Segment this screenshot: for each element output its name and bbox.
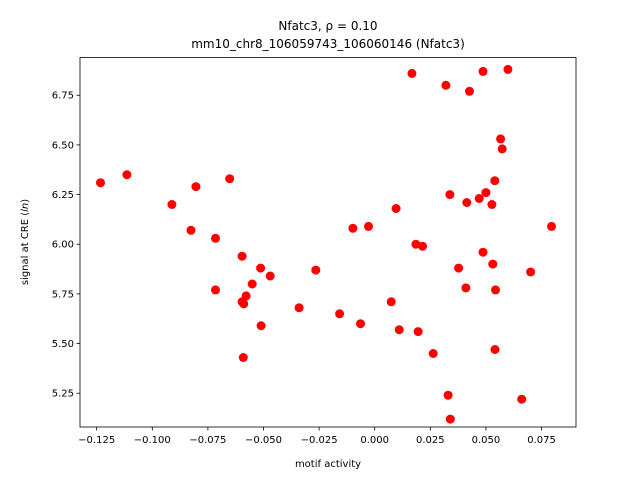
- x-tick-label-8: 0.075: [527, 435, 556, 446]
- x-tick-label-4: −0.025: [301, 435, 338, 446]
- data-point-46: [491, 285, 500, 295]
- data-point-19: [335, 309, 345, 319]
- data-point-6: [211, 285, 220, 295]
- x-tick-label-7: 0.050: [472, 435, 501, 446]
- data-point-43: [487, 200, 497, 209]
- y-axis-label-end: ): [20, 199, 31, 203]
- data-point-37: [462, 198, 472, 207]
- x-tick-label-0: −0.125: [78, 435, 115, 446]
- data-point-3: [191, 182, 201, 192]
- data-point-7: [225, 174, 235, 184]
- data-point-44: [488, 259, 498, 269]
- data-point-52: [526, 267, 536, 277]
- data-point-48: [496, 134, 506, 144]
- y-tick-label-5: 6.50: [52, 140, 74, 151]
- chart-title-line1: Nfatc3, ρ = 0.10: [278, 19, 377, 33]
- data-point-35: [454, 263, 464, 273]
- data-point-47: [490, 345, 500, 354]
- y-axis-label-italic: ln: [20, 203, 31, 212]
- data-point-10: [239, 299, 249, 309]
- data-point-42: [481, 188, 491, 198]
- y-tick-label-1: 5.50: [52, 339, 74, 350]
- y-tick-label-6: 6.75: [52, 91, 74, 102]
- data-point-26: [407, 68, 417, 78]
- y-tick-label-0: 5.25: [52, 389, 74, 400]
- data-point-53: [547, 221, 556, 231]
- data-point-30: [428, 349, 438, 358]
- data-point-18: [311, 265, 321, 275]
- x-axis-ticks: −0.125 −0.100 −0.075 −0.050 −0.025 0.000 0.025…: [78, 427, 556, 446]
- data-point-31: [441, 80, 451, 90]
- plot-frame: [79, 57, 577, 428]
- data-point-15: [256, 321, 266, 331]
- x-tick-label-2: −0.075: [189, 435, 226, 446]
- data-point-36: [461, 283, 471, 293]
- data-point-32: [443, 390, 453, 400]
- data-point-29: [418, 241, 427, 251]
- data-point-8: [237, 251, 247, 261]
- x-tick-label-6: 0.025: [416, 435, 445, 446]
- data-point-13: [256, 263, 266, 273]
- y-axis-ticks: 5.25 5.50 5.75 6.00 6.25 6.50 6.75: [52, 91, 80, 400]
- data-point-39: [474, 194, 484, 203]
- data-point-25: [394, 325, 404, 335]
- y-tick-label-3: 6.00: [52, 240, 74, 251]
- data-point-51: [517, 394, 527, 404]
- data-point-24: [391, 204, 401, 213]
- data-point-41: [478, 247, 488, 257]
- data-point-21: [356, 319, 365, 329]
- data-point-22: [364, 221, 373, 231]
- data-point-0: [96, 178, 105, 188]
- data-point-38: [465, 86, 474, 96]
- data-point-34: [445, 414, 455, 424]
- data-point-20: [348, 223, 358, 233]
- data-point-2: [167, 200, 177, 209]
- data-point-23: [386, 297, 396, 307]
- data-point-1: [122, 170, 132, 180]
- data-point-16: [238, 353, 248, 362]
- data-point-4: [186, 225, 196, 235]
- data-point-17: [294, 303, 304, 313]
- y-tick-label-2: 5.75: [52, 289, 74, 300]
- data-point-12: [247, 279, 257, 289]
- x-tick-label-5: 0.000: [360, 435, 389, 446]
- data-point-40: [478, 66, 488, 76]
- data-points: [96, 64, 556, 424]
- data-point-14: [265, 271, 275, 281]
- x-tick-label-3: −0.050: [245, 435, 282, 446]
- x-axis-label: motif activity: [295, 459, 361, 470]
- data-point-11: [241, 291, 251, 301]
- chart-title-line2: mm10_chr8_106059743_106060146 (Nfatc3): [191, 37, 465, 51]
- y-axis-label-main: signal at CRE (: [20, 212, 31, 285]
- y-axis-label: signal at CRE (ln): [20, 199, 31, 285]
- data-point-50: [503, 64, 513, 74]
- data-point-33: [445, 190, 455, 200]
- y-tick-label-4: 6.25: [52, 190, 74, 201]
- data-point-28: [413, 327, 423, 337]
- data-point-49: [497, 144, 507, 154]
- data-point-45: [490, 176, 500, 186]
- data-point-5: [211, 233, 220, 243]
- x-tick-label-1: −0.100: [134, 435, 171, 446]
